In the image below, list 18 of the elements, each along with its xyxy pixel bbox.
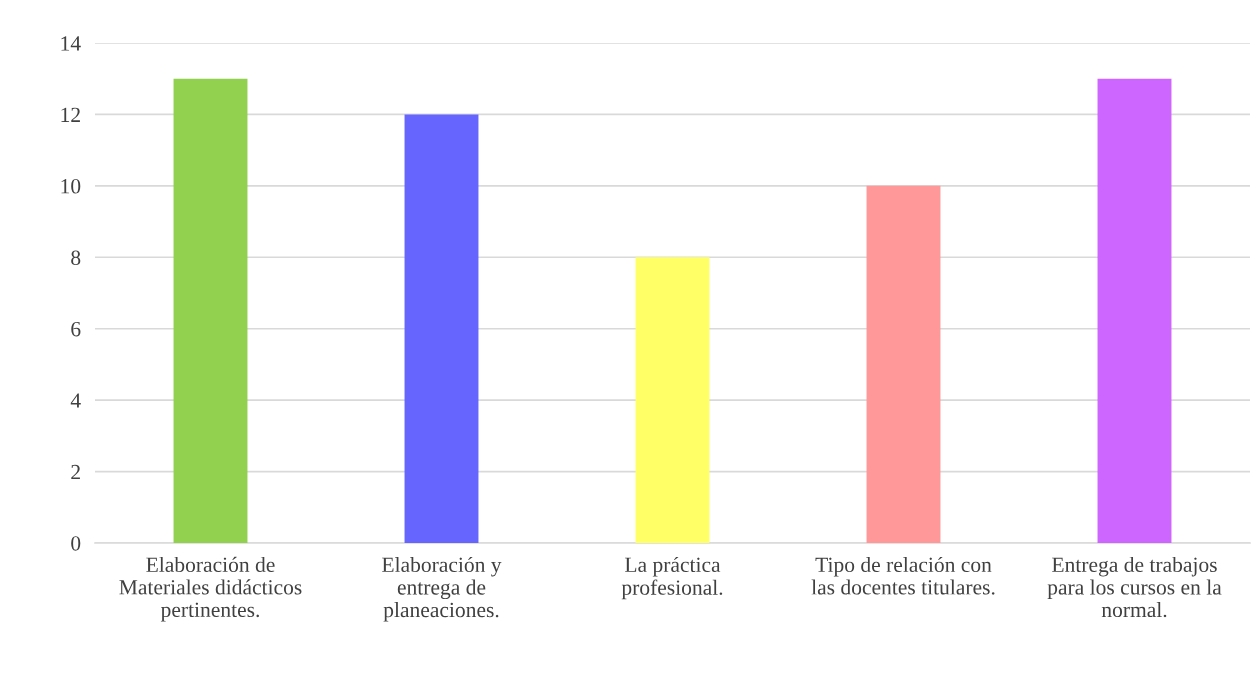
- bar: [173, 78, 248, 543]
- bar: [1097, 78, 1172, 543]
- y-tick-label: 0: [71, 536, 81, 551]
- x-tick-label: Elaboración y entrega de planeaciones.: [382, 556, 502, 622]
- y-tick-label: 2: [71, 464, 80, 480]
- x-tick-label: Tipo de relación con las docentes titulares.: [811, 556, 995, 595]
- y-tick-label: 4: [70, 393, 81, 408]
- y-tick-label: 14: [61, 36, 81, 51]
- y-tick-label: 8: [71, 250, 81, 265]
- y-tick-label: 10: [61, 179, 81, 194]
- bar: [404, 114, 479, 543]
- x-tick-label: La práctica profesional.: [621, 556, 723, 600]
- y-tick-label: 6: [71, 321, 81, 337]
- y-tick-label: 12: [61, 107, 80, 122]
- bar: [866, 185, 941, 543]
- x-tick-label: Entrega de trabajos para los cursos en la normal.: [1047, 556, 1222, 618]
- x-tick-label: Elaboración de Materiales didácticos pertinentes.: [119, 556, 302, 622]
- bar: [635, 257, 710, 543]
